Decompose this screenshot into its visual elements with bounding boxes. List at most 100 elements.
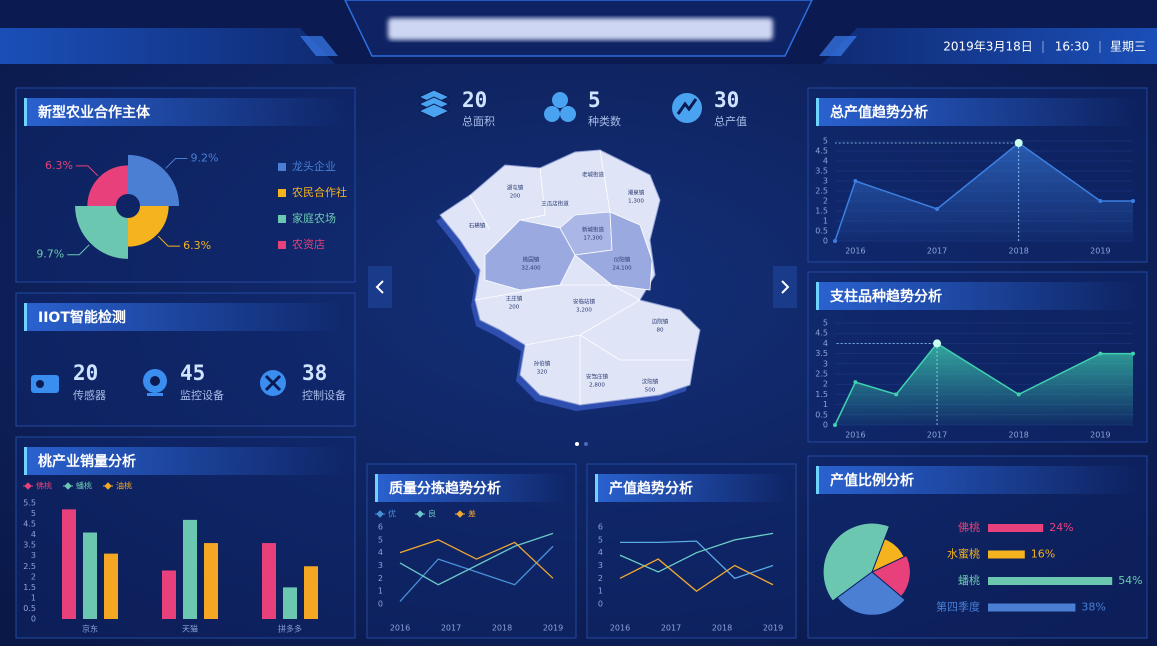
y-tick-label: 3 [378,561,383,570]
town-value: 32,400 [521,266,541,272]
stat-label: 总产值 [714,114,747,128]
x-tick-label: 2019 [1090,247,1110,256]
page-dot[interactable] [575,442,579,446]
value-label: 54% [1118,574,1142,587]
bar [304,566,318,619]
y-tick-label: 1 [31,593,36,602]
bar [183,519,197,619]
deco [819,36,857,56]
bar [262,543,276,619]
panel-title-bar [816,466,1139,494]
bar [988,550,1025,559]
legend-swatch [278,189,286,197]
header: 2019年3月18日 16:30 星期三 [0,0,1157,64]
bar [104,553,118,619]
prev-button[interactable] [368,266,392,308]
point [935,207,940,211]
value-label: 6.3% [183,239,211,252]
town-name: 桃园镇 [523,256,540,264]
leader-line [165,158,188,169]
x-tick-label: 2017 [441,624,461,633]
y-tick-label: 4.5 [815,147,828,156]
panel-title-accent [816,282,819,310]
y-tick-label: 6 [378,523,383,532]
panel-title: 质量分拣趋势分析 [389,480,501,497]
panel-title-bar [24,447,347,475]
town-value: 17,300 [583,236,603,242]
bar [988,577,1113,585]
y-tick-label: 5 [598,535,603,544]
blurred-title [388,18,773,40]
town-name: 安驾庄镇 [586,373,609,381]
y-tick-label: 1 [598,587,603,596]
town-name: 王瓜店街道 [541,200,569,208]
town-value: 200 [509,305,520,311]
legend-label: 农民合作社 [292,185,347,199]
legend-label: 佛桃 [36,481,52,491]
y-tick-label: 2 [823,197,828,206]
town-name: 孙伯镇 [534,360,551,368]
icon [150,376,160,386]
panel-title-accent [24,303,27,331]
y-tick-label: 4 [823,157,828,166]
x-tick-label: 2017 [661,624,681,633]
y-tick-label: 0 [823,237,828,246]
x-tick-label: 2017 [927,431,947,440]
y-tick-label: 2 [823,380,828,389]
legend-label: 差 [468,509,476,519]
map-border [579,334,690,361]
legend-marker [415,510,425,518]
bar [283,587,297,619]
next-button[interactable] [773,266,797,308]
category-label: 第四季度 [936,600,980,614]
y-tick-label: 3 [823,359,828,368]
town-value: 80 [657,328,664,334]
y-tick-label: 6 [598,523,603,532]
x-tick-label: 2018 [1009,431,1029,440]
stat-value: 5 [588,88,601,112]
town-name: 王庄镇 [506,295,523,303]
nav [368,266,797,446]
area-fill [835,143,1133,241]
map-border [599,149,611,213]
x-tick-label: 2016 [845,431,865,440]
panel-title: 产值趋势分析 [609,480,693,497]
rose-slice [128,206,169,247]
point [933,339,942,348]
category-label: 水蜜桃 [947,547,980,561]
line [399,545,554,602]
blurred-text [388,18,773,40]
value-label: 16% [1031,548,1055,561]
deco [300,36,338,56]
point [1098,199,1103,203]
y-tick-label: 1 [823,217,828,226]
stat-label: 监控设备 [180,388,224,402]
town-name: 边院镇 [652,318,669,326]
y-tick-label: 4 [598,548,603,557]
icon [31,375,59,393]
page-dot[interactable] [584,442,588,446]
town-value: 320 [537,370,548,376]
town-name: 汶阳镇 [642,378,659,386]
x-tick-label: 2019 [1090,431,1110,440]
y-tick-label: 0 [598,600,603,609]
town-name: 潮泉镇 [628,189,645,197]
x-tick-label: 2016 [845,247,865,256]
stat-value: 45 [180,361,205,385]
stat-value: 20 [462,88,487,112]
stat-label: 传感器 [73,389,106,402]
x-tick-label: 京东 [82,624,98,634]
legend-label: 良 [428,509,436,519]
panel-title-accent [375,474,378,502]
stat-label: 控制设备 [302,388,346,402]
icon [36,380,44,388]
panel-title-accent [816,98,819,126]
x-tick-label: 2016 [390,624,410,633]
category-label: 蟠桃 [958,573,980,587]
line [399,539,554,579]
point [1014,139,1023,147]
y-tick-label: 0.5 [23,604,36,613]
y-tick-label: 4 [31,530,36,539]
y-tick-label: 4.5 [23,520,36,529]
map-region [574,211,653,291]
